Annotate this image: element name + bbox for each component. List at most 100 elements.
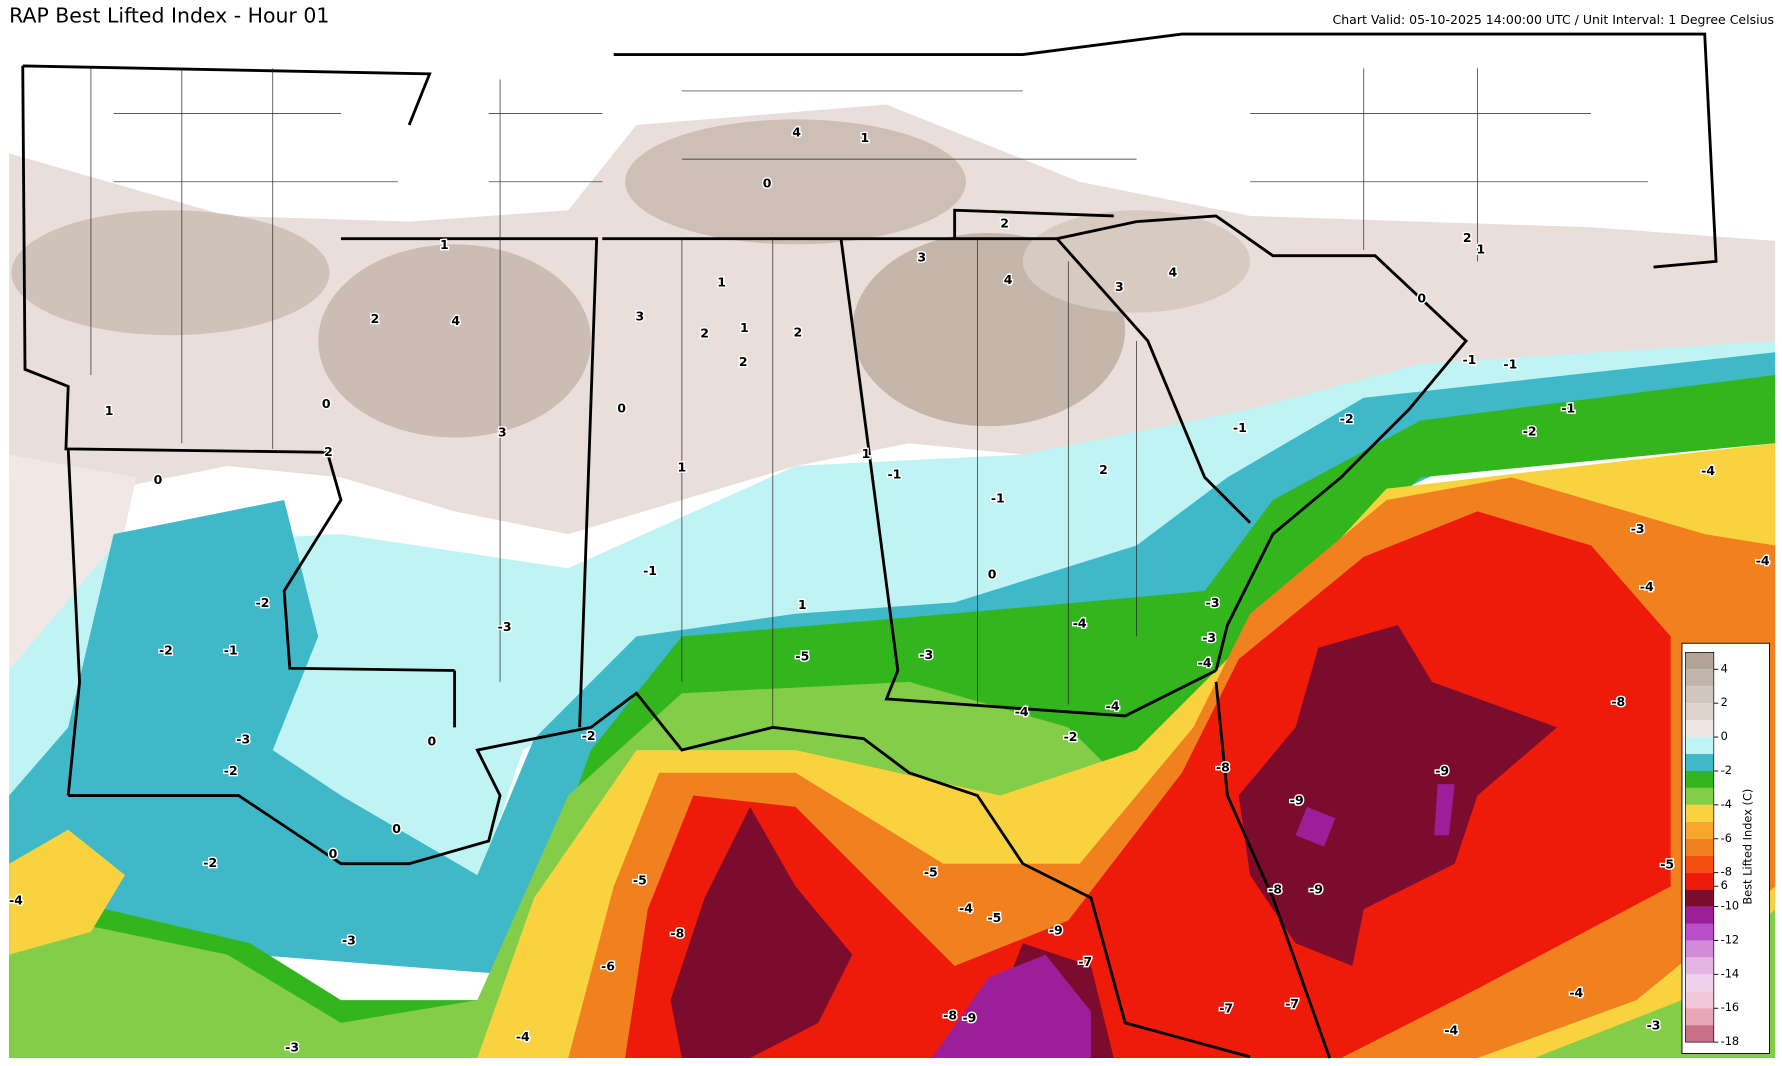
contour-label: -7 xyxy=(1078,954,1092,969)
field xyxy=(318,244,591,438)
contour-label: -8 xyxy=(670,926,684,941)
colorbar-bin xyxy=(1685,686,1714,704)
contour-label: -5 xyxy=(633,872,647,887)
contour-label: -2 xyxy=(1340,411,1354,426)
contour-label: 0 xyxy=(763,176,772,191)
contour-label: -1 xyxy=(1503,356,1517,371)
subtitle: Chart Valid: 05-10-2025 14:00:00 UTC / U… xyxy=(1333,12,1774,27)
contour-label: 2 xyxy=(793,324,802,339)
contour-label: 4 xyxy=(1004,272,1013,287)
contour-label: 0 xyxy=(617,401,626,416)
contour-label: -3 xyxy=(1647,1018,1661,1033)
contour-label: -8 xyxy=(1268,881,1282,896)
contour-label: -3 xyxy=(285,1039,299,1054)
colorbar-bin xyxy=(1685,957,1714,975)
colorbar-bin xyxy=(1685,1025,1714,1043)
contour-label: 0 xyxy=(322,396,331,411)
contour-label: -3 xyxy=(498,619,512,634)
contour-label: -1 xyxy=(224,643,238,658)
colorbar-bin xyxy=(1685,787,1714,805)
border xyxy=(21,32,1718,1059)
colorbar-bin xyxy=(1685,737,1714,755)
contour-label: 1 xyxy=(740,320,749,335)
contour-label: -3 xyxy=(1631,521,1645,536)
field xyxy=(931,784,1455,1059)
colorbar-bin xyxy=(1685,940,1714,958)
contour-label: 0 xyxy=(428,734,437,749)
contour-label: 3 xyxy=(917,249,926,264)
contour-label: -9 xyxy=(962,1010,976,1025)
contour-label: -2 xyxy=(582,728,596,743)
contour-label: 2 xyxy=(739,354,748,369)
contour-label: -4 xyxy=(9,893,23,908)
contour-label: -2 xyxy=(159,643,173,658)
contour-label: -1 xyxy=(1233,420,1247,435)
contour-label: -4 xyxy=(1073,615,1087,630)
colorbar-tick-label: -8 xyxy=(1721,865,1732,879)
contour-label: 2 xyxy=(1463,230,1472,245)
contour-label: -7 xyxy=(1219,1001,1233,1016)
colorbar-tick-label: -18 xyxy=(1721,1034,1740,1048)
colorbar-bin xyxy=(1685,821,1714,839)
contour-label: -4 xyxy=(1106,698,1120,713)
contour-label: -3 xyxy=(1202,630,1216,645)
colorbar-bin xyxy=(1685,720,1714,738)
contour-label: -3 xyxy=(919,647,933,662)
contour-label: 0 xyxy=(154,472,163,487)
contour-label: 3 xyxy=(498,424,507,439)
colorbar-tick-label: -14 xyxy=(1721,966,1740,980)
contour-label: -4 xyxy=(1198,655,1212,670)
colorbar-tick-label: 0 xyxy=(1721,729,1728,743)
colorbar-bin xyxy=(1685,872,1714,890)
field xyxy=(1022,210,1251,313)
contour-label: 0 xyxy=(1417,290,1426,305)
contour-label: -1 xyxy=(1561,401,1575,416)
contour-label: 4 xyxy=(451,313,460,328)
colorbar-tick-label: -10 xyxy=(1721,899,1740,913)
contour-label: -5 xyxy=(924,864,938,879)
colorbar-tick-label: 2 xyxy=(1721,695,1728,709)
contour-label: -4 xyxy=(516,1029,530,1044)
contour-label: 1 xyxy=(717,274,726,289)
contour-label: 4 xyxy=(1168,264,1177,279)
contour-label: 4 xyxy=(792,124,801,139)
contour-label: -8 xyxy=(1216,760,1230,775)
colorbar-bin xyxy=(1685,1008,1714,1026)
contour-label: -1 xyxy=(991,490,1005,505)
contour-label: -4 xyxy=(1569,985,1583,1000)
contour-label: 1 xyxy=(440,237,449,252)
colorbar-bin xyxy=(1685,652,1714,670)
contour-label: -4 xyxy=(1444,1022,1458,1037)
map xyxy=(9,30,1776,1059)
contour-label: -9 xyxy=(1049,922,1063,937)
contour-label: -1 xyxy=(643,563,657,578)
county-lines xyxy=(90,68,1648,728)
contour-label: 2 xyxy=(371,311,380,326)
field xyxy=(11,210,330,336)
contour-label: -3 xyxy=(342,932,356,947)
contour-label: 2 xyxy=(1000,215,1009,230)
colorbar-tick-label: -12 xyxy=(1721,932,1740,946)
contour-label: -3 xyxy=(1206,595,1220,610)
contour-label: 0 xyxy=(392,821,401,836)
colorbar-tick-label: -16 xyxy=(1721,1000,1740,1014)
contour-label: -4 xyxy=(1756,553,1770,568)
colorbar-label: Best Lifted Index (C) xyxy=(1740,789,1754,905)
colorbar-frame xyxy=(1685,651,1715,1043)
contour-label: 2 xyxy=(324,444,333,459)
contour-label: -6 xyxy=(601,959,615,974)
colorbar-bin xyxy=(1685,804,1714,822)
colorbar-tick-label: 4 xyxy=(1721,661,1728,675)
contour-label: -2 xyxy=(1523,423,1537,438)
contour-label: -2 xyxy=(203,855,217,870)
field xyxy=(625,119,967,245)
contour-label: 3 xyxy=(1115,279,1124,294)
colorbar-bin xyxy=(1685,754,1714,771)
contour-label: 1 xyxy=(798,597,807,612)
contour-label: -9 xyxy=(1309,881,1323,896)
borders xyxy=(21,32,1718,1059)
colorbar-bin xyxy=(1685,855,1714,873)
contour-label: -5 xyxy=(795,648,809,663)
